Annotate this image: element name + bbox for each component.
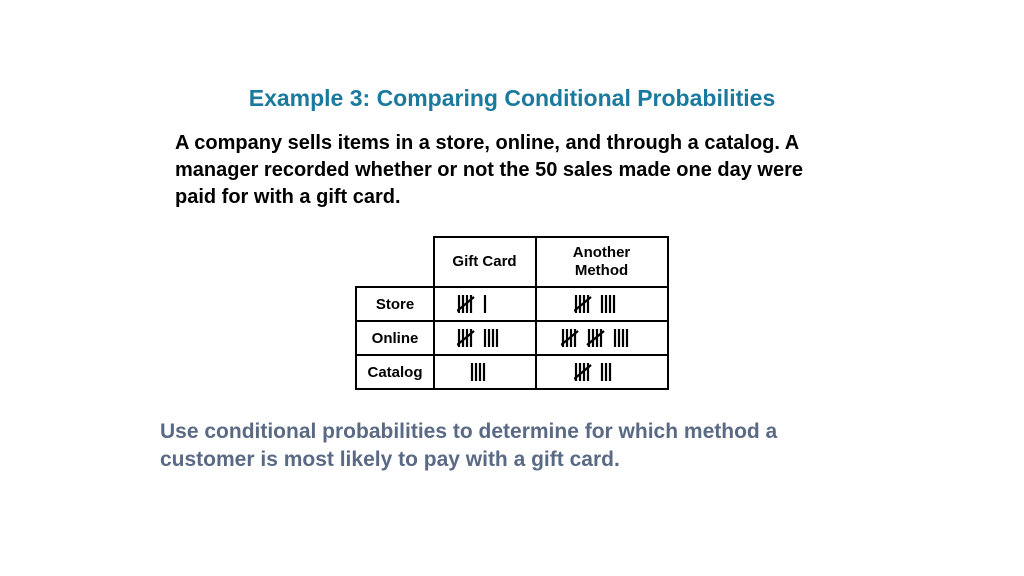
example-title: Example 3: Comparing Conditional Probabi… <box>175 85 849 112</box>
cell-catalog-giftcard <box>434 355 536 389</box>
table-corner <box>356 237 433 287</box>
tally-table-wrap: Gift Card AnotherMethod Store Online Cat… <box>175 236 849 390</box>
tally-table: Gift Card AnotherMethod Store Online Cat… <box>355 236 668 390</box>
question-text: Use conditional probabilities to determi… <box>160 418 849 475</box>
row-header-catalog: Catalog <box>356 355 433 389</box>
cell-catalog-another <box>536 355 668 389</box>
cell-store-another <box>536 287 668 321</box>
col-header-giftcard: Gift Card <box>434 237 536 287</box>
col-header-another: AnotherMethod <box>536 237 668 287</box>
cell-online-another <box>536 321 668 355</box>
row-header-online: Online <box>356 321 433 355</box>
row-header-store: Store <box>356 287 433 321</box>
cell-store-giftcard <box>434 287 536 321</box>
cell-online-giftcard <box>434 321 536 355</box>
problem-description: A company sells items in a store, online… <box>175 130 849 211</box>
